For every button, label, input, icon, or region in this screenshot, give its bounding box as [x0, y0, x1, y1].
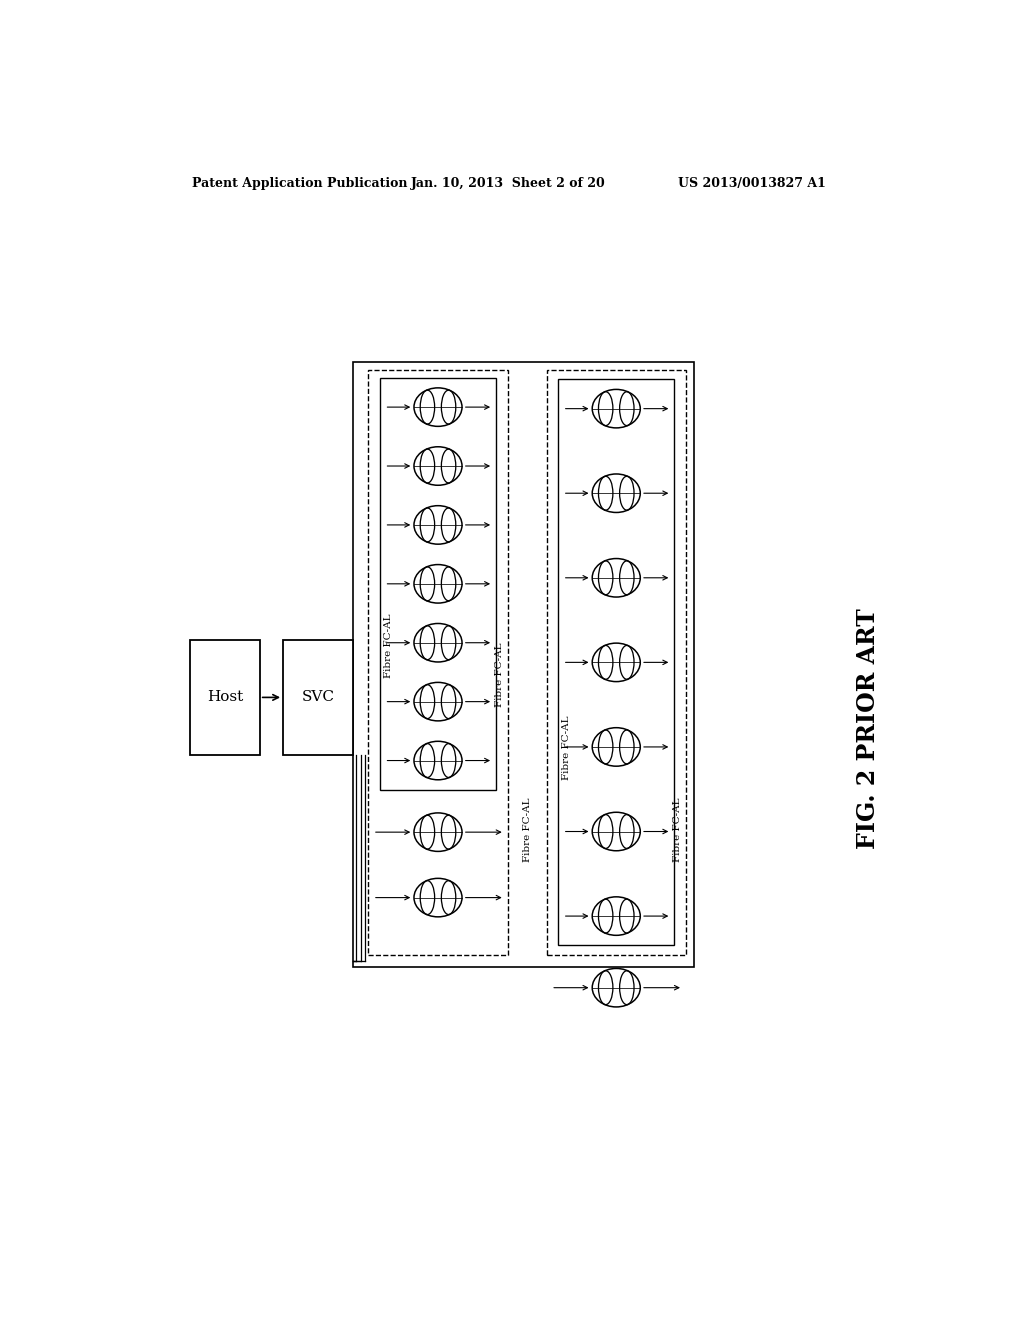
Ellipse shape	[592, 727, 640, 766]
Ellipse shape	[414, 813, 462, 851]
Text: Patent Application Publication: Patent Application Publication	[191, 177, 408, 190]
Text: Fibre FC-AL: Fibre FC-AL	[384, 614, 393, 678]
Ellipse shape	[414, 878, 462, 917]
Ellipse shape	[414, 506, 462, 544]
Ellipse shape	[592, 643, 640, 681]
Text: US 2013/0013827 A1: US 2013/0013827 A1	[678, 177, 826, 190]
Bar	[547, 370, 686, 956]
Ellipse shape	[592, 474, 640, 512]
Ellipse shape	[414, 388, 462, 426]
Ellipse shape	[592, 558, 640, 597]
Ellipse shape	[414, 742, 462, 780]
Text: SVC: SVC	[301, 690, 335, 705]
Ellipse shape	[414, 623, 462, 663]
Text: Fibre FC-AL: Fibre FC-AL	[495, 642, 504, 706]
Ellipse shape	[592, 896, 640, 936]
Bar	[283, 640, 352, 755]
Text: FIG. 2 PRIOR ART: FIG. 2 PRIOR ART	[856, 607, 880, 849]
Ellipse shape	[414, 682, 462, 721]
Bar	[352, 363, 693, 966]
Text: Fibre FC-AL: Fibre FC-AL	[673, 797, 682, 862]
Text: Jan. 10, 2013  Sheet 2 of 20: Jan. 10, 2013 Sheet 2 of 20	[411, 177, 605, 190]
Bar	[369, 370, 508, 956]
Bar	[380, 378, 496, 789]
Text: Fibre FC-AL: Fibre FC-AL	[562, 715, 571, 780]
Bar	[558, 379, 675, 945]
Ellipse shape	[592, 969, 640, 1007]
Ellipse shape	[592, 389, 640, 428]
Bar	[190, 640, 260, 755]
Ellipse shape	[592, 812, 640, 851]
Text: Fibre FC-AL: Fibre FC-AL	[522, 797, 531, 862]
Text: Host: Host	[207, 690, 243, 705]
Ellipse shape	[414, 565, 462, 603]
Ellipse shape	[414, 446, 462, 486]
